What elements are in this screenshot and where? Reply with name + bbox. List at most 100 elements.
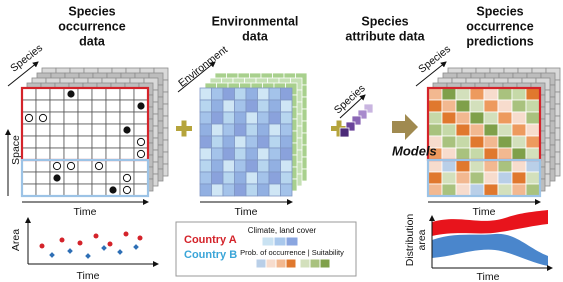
grid-cell bbox=[526, 88, 540, 100]
grid-cell bbox=[223, 112, 235, 124]
grid-cell bbox=[200, 136, 212, 148]
grid-cell bbox=[484, 88, 498, 100]
grid-cell bbox=[428, 88, 442, 100]
grid-cell bbox=[269, 136, 281, 148]
grid-cell bbox=[50, 184, 64, 196]
absence-dot bbox=[123, 186, 130, 193]
grid-cell bbox=[269, 148, 281, 160]
absence-dot bbox=[137, 150, 144, 157]
grid-cell bbox=[235, 112, 247, 124]
grid-cell bbox=[50, 100, 64, 112]
grid-cell bbox=[200, 148, 212, 160]
grid-cell bbox=[223, 148, 235, 160]
grid-cell bbox=[134, 160, 148, 172]
grid-cell bbox=[64, 136, 78, 148]
absence-dot bbox=[67, 162, 74, 169]
grid-cell bbox=[512, 88, 526, 100]
grid-cell bbox=[258, 136, 270, 148]
grid-cell bbox=[281, 100, 293, 112]
grid-cell bbox=[281, 88, 293, 100]
grid-cell bbox=[258, 148, 270, 160]
grid-cell bbox=[120, 100, 134, 112]
grid-cell bbox=[526, 160, 540, 172]
grid-cell bbox=[281, 148, 293, 160]
grid-cell bbox=[212, 136, 224, 148]
grid-cell bbox=[269, 160, 281, 172]
title-line: data bbox=[79, 34, 106, 48]
grid-cell bbox=[235, 100, 247, 112]
grid-cell bbox=[134, 112, 148, 124]
grid-cell bbox=[22, 124, 36, 136]
grid-cell bbox=[78, 112, 92, 124]
grid-cell bbox=[36, 160, 50, 172]
grid-cell bbox=[106, 112, 120, 124]
grid-cell bbox=[281, 184, 293, 196]
grid-cell bbox=[64, 184, 78, 196]
grid-cell bbox=[223, 124, 235, 136]
grid-cell bbox=[442, 124, 456, 136]
grid-cell bbox=[106, 160, 120, 172]
grid-cell bbox=[235, 160, 247, 172]
grid-cell bbox=[498, 100, 512, 112]
grid-cell bbox=[50, 148, 64, 160]
grid-cell bbox=[456, 172, 470, 184]
grid-cell bbox=[281, 136, 293, 148]
models-label: Models bbox=[392, 143, 437, 158]
grid-cell bbox=[498, 172, 512, 184]
grid-cell bbox=[235, 184, 247, 196]
grid-cell bbox=[442, 172, 456, 184]
absence-dot bbox=[25, 114, 32, 121]
grid-cell bbox=[246, 160, 258, 172]
grid-cell bbox=[200, 160, 212, 172]
grid-cell bbox=[470, 172, 484, 184]
grid-cell bbox=[498, 160, 512, 172]
grid-cell bbox=[246, 148, 258, 160]
grid-cell bbox=[498, 88, 512, 100]
y-axis-label: Distribution bbox=[404, 214, 416, 267]
presence-dot bbox=[53, 174, 60, 181]
grid-cell bbox=[235, 172, 247, 184]
grid-cell bbox=[36, 172, 50, 184]
grid-cell bbox=[512, 160, 526, 172]
grid-cell bbox=[428, 100, 442, 112]
grid-cell bbox=[64, 148, 78, 160]
presence-dot bbox=[67, 90, 74, 97]
grid-cell bbox=[526, 112, 540, 124]
grid-cell bbox=[269, 124, 281, 136]
grid-cell bbox=[428, 124, 442, 136]
grid-cell bbox=[92, 124, 106, 136]
grid-cell bbox=[498, 124, 512, 136]
y-axis-label: Area bbox=[10, 229, 22, 251]
grid-cell bbox=[200, 124, 212, 136]
grid-cell bbox=[456, 184, 470, 196]
grid-cell bbox=[246, 124, 258, 136]
grid-cell bbox=[22, 184, 36, 196]
grid-cell bbox=[92, 172, 106, 184]
grid-cell bbox=[92, 148, 106, 160]
grid-cell bbox=[134, 88, 148, 100]
grid-cell bbox=[484, 112, 498, 124]
grid-cell bbox=[50, 88, 64, 100]
title-line: predictions bbox=[466, 34, 533, 48]
grid-cell bbox=[92, 112, 106, 124]
grid-cell bbox=[106, 172, 120, 184]
grid-cell bbox=[106, 124, 120, 136]
grid-cell bbox=[456, 136, 470, 148]
absence-dot bbox=[39, 114, 46, 121]
depth-axis-label: Species bbox=[8, 42, 45, 74]
grid-cell bbox=[22, 136, 36, 148]
legend-country-b: Country B bbox=[184, 249, 237, 261]
grid-cell bbox=[36, 148, 50, 160]
grid-cell bbox=[235, 148, 247, 160]
grid-cell bbox=[78, 124, 92, 136]
grid-cell bbox=[212, 160, 224, 172]
grid-cell bbox=[512, 184, 526, 196]
grid-cell bbox=[269, 112, 281, 124]
grid-cell bbox=[246, 184, 258, 196]
grid-cell bbox=[64, 172, 78, 184]
grid-cell bbox=[36, 100, 50, 112]
grid-cell bbox=[470, 160, 484, 172]
grid-cell bbox=[106, 88, 120, 100]
grid-cell bbox=[246, 112, 258, 124]
grid-cell bbox=[64, 112, 78, 124]
